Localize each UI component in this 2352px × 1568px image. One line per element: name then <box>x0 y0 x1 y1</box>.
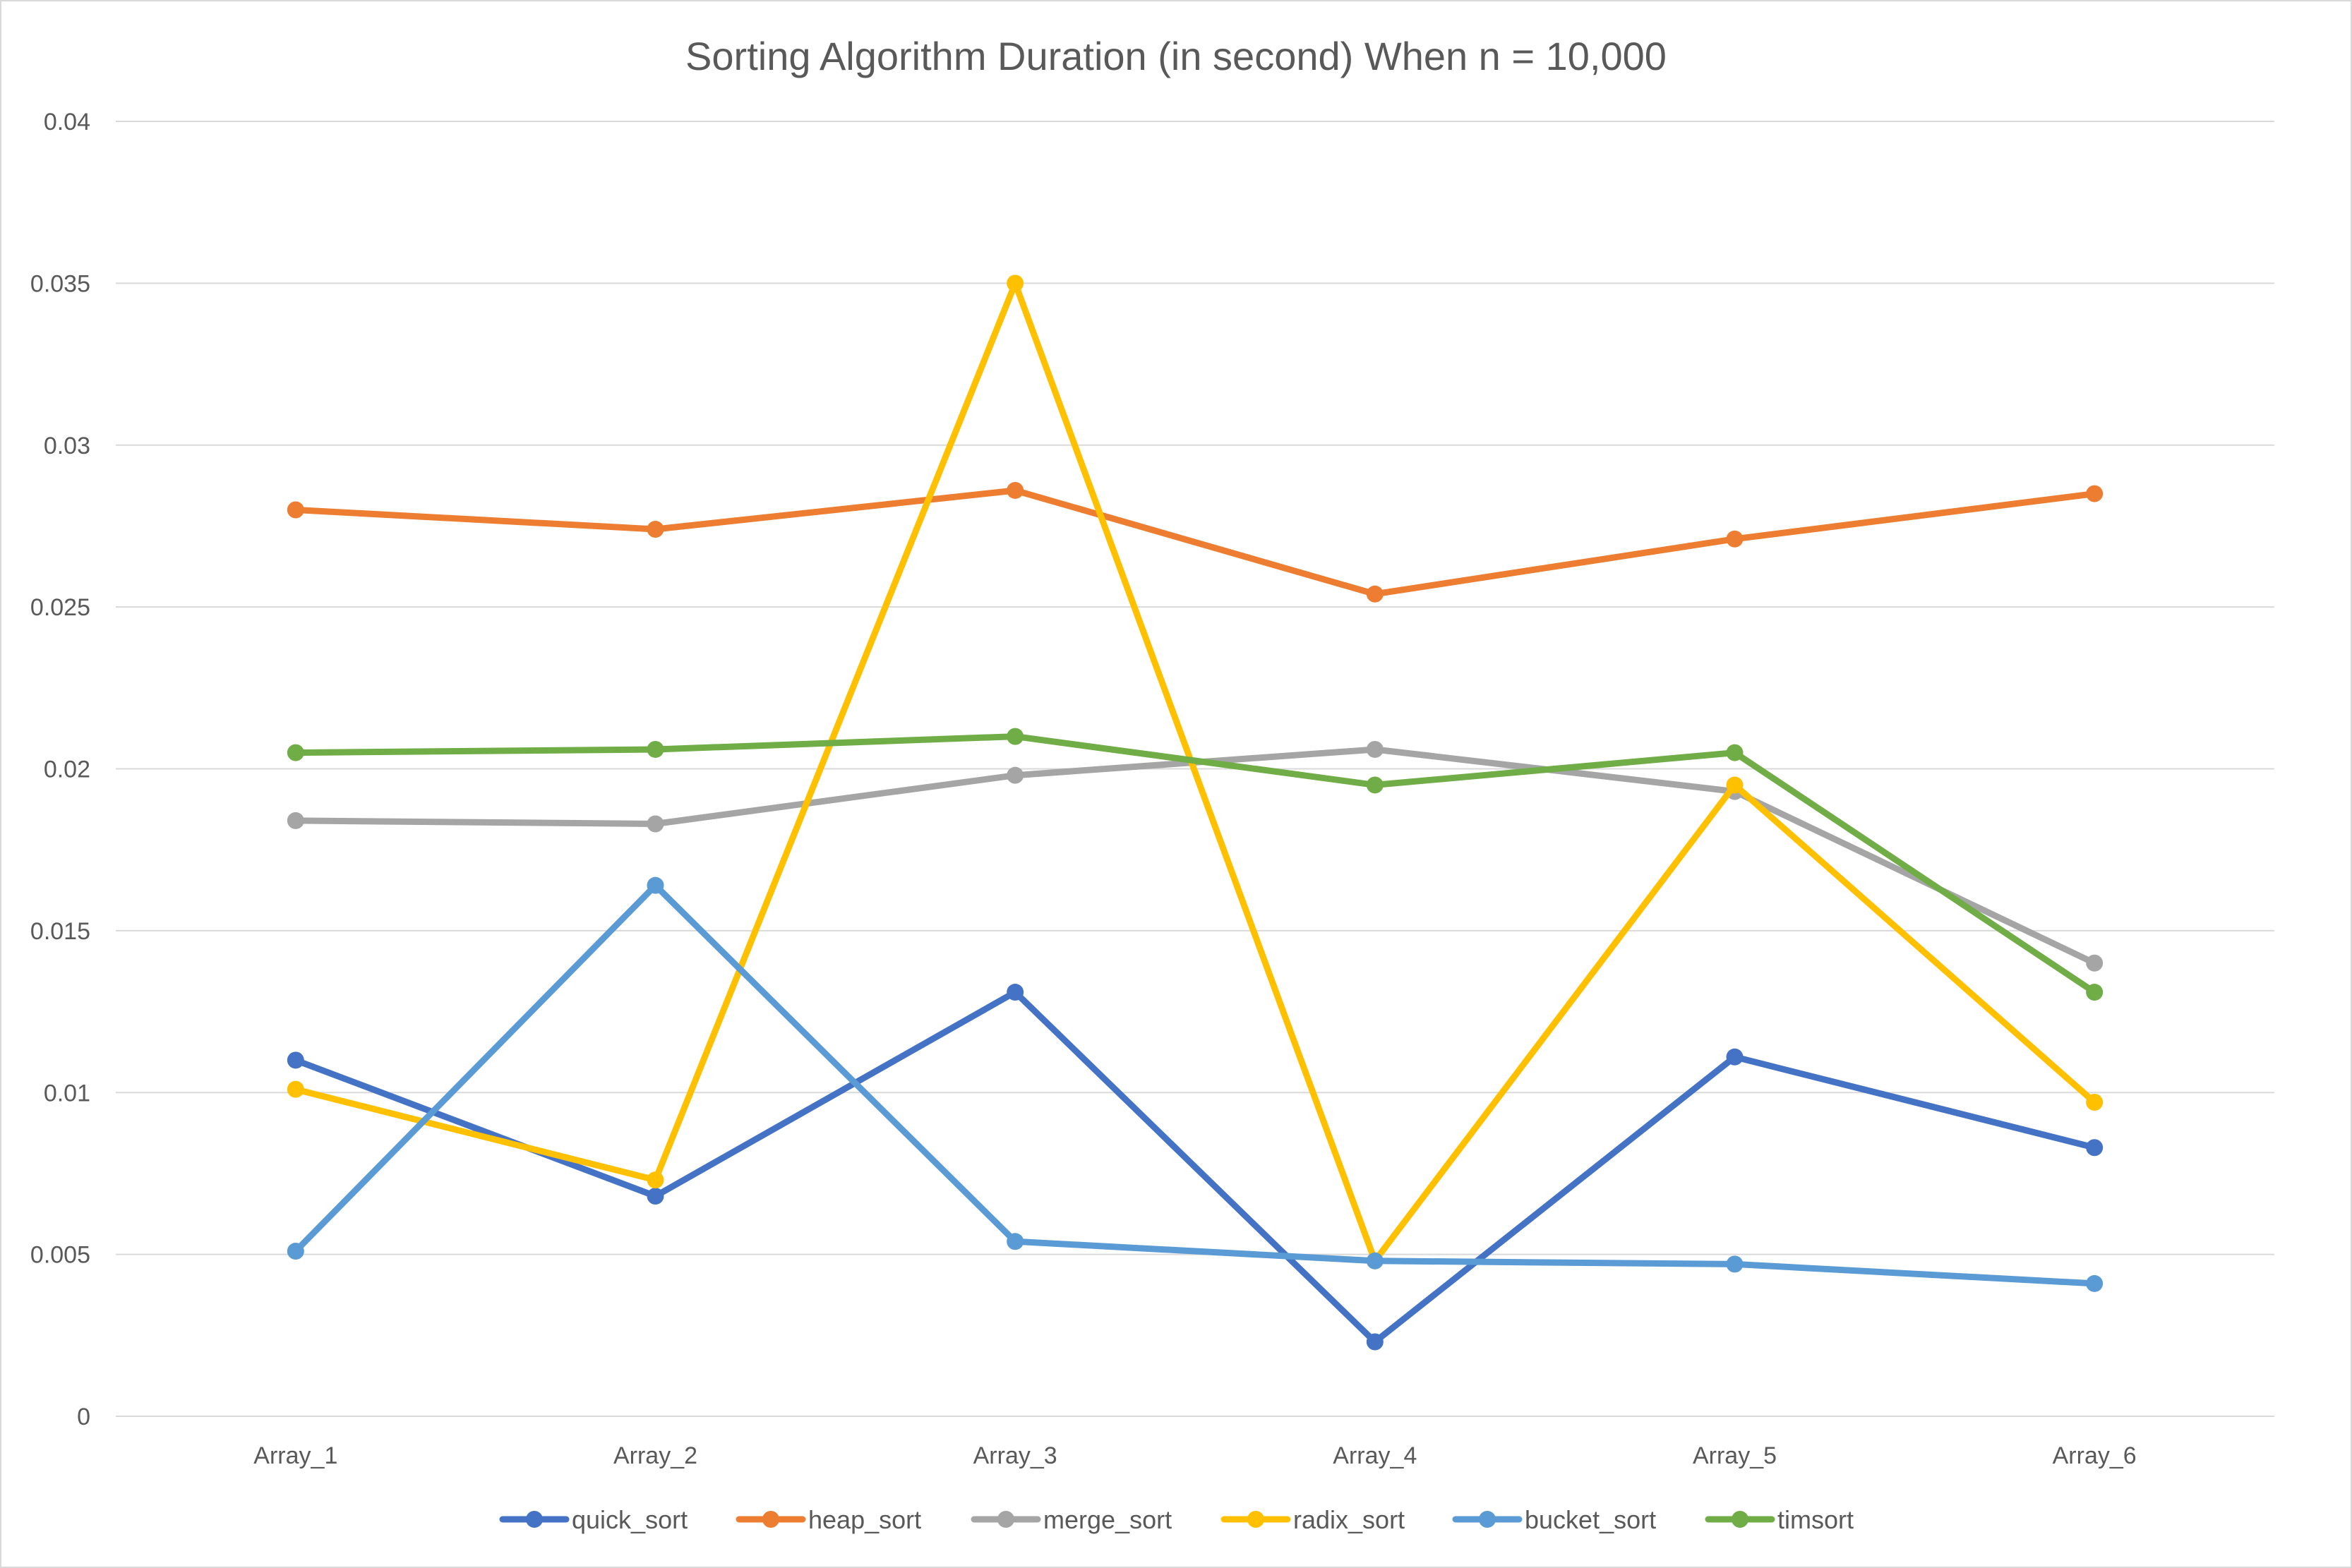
legend-label: bucket_sort <box>1525 1505 1656 1534</box>
data-point <box>1366 740 1384 758</box>
series-quick-sort <box>287 984 2104 1351</box>
legend-swatch-marker <box>1479 1511 1496 1528</box>
data-point <box>647 876 664 894</box>
y-tick-label: 0.03 <box>44 433 90 459</box>
x-tick-label: Array_5 <box>1693 1442 1777 1469</box>
y-tick-label: 0.035 <box>30 270 90 297</box>
legend-item-radix-sort: radix_sort <box>1220 1505 1405 1534</box>
data-point <box>1726 1048 1744 1066</box>
legend-label: heap_sort <box>808 1505 921 1534</box>
data-point <box>1007 275 1024 292</box>
legend-item-timsort: timsort <box>1705 1505 1854 1534</box>
legend-label: radix_sort <box>1293 1505 1405 1534</box>
legend-label: merge_sort <box>1043 1505 1172 1534</box>
data-point <box>287 501 304 519</box>
legend-label: quick_sort <box>572 1505 688 1534</box>
data-point <box>287 1080 304 1098</box>
series-timsort <box>287 728 2104 1001</box>
data-point <box>1366 1252 1384 1270</box>
data-point <box>1007 1233 1024 1250</box>
y-tick-label: 0 <box>77 1404 90 1430</box>
data-point <box>1366 585 1384 603</box>
y-tick-label: 0.025 <box>30 594 90 621</box>
series-line <box>292 279 2098 1265</box>
y-axis-ticks: 0 0.005 0.01 0.015 0.02 0.025 0.03 0.035 0.04 <box>30 109 90 1430</box>
data-point <box>1726 744 1744 761</box>
series-line <box>292 989 2098 1345</box>
data-point <box>2086 485 2104 502</box>
series-layer <box>287 275 2104 1351</box>
x-axis-ticks: Array_1 Array_2 Array_3 Array_4 Array_5 Array… <box>253 1442 2136 1469</box>
data-point <box>647 740 664 758</box>
data-point <box>287 744 304 761</box>
legend-swatch-marker <box>997 1511 1014 1528</box>
data-point <box>2086 1274 2104 1292</box>
series-line <box>292 733 2098 996</box>
data-point <box>647 1171 664 1189</box>
data-point <box>647 1188 664 1205</box>
data-point <box>287 1051 304 1069</box>
legend: quick_sort heap_sort merge_sort radix_sort b… <box>499 1505 1854 1534</box>
legend-item-bucket-sort: bucket_sort <box>1452 1505 1656 1534</box>
series-line <box>292 487 2098 598</box>
y-tick-label: 0.015 <box>30 918 90 945</box>
series-heap-sort <box>287 481 2104 603</box>
y-tick-label: 0.02 <box>44 756 90 783</box>
x-tick-label: Array_4 <box>1333 1442 1417 1469</box>
chart-title: Sorting Algorithm Duration (in second) W… <box>685 34 1667 78</box>
data-point <box>1726 1255 1744 1273</box>
data-point <box>1726 776 1744 794</box>
data-point <box>2086 954 2104 972</box>
data-point <box>1366 776 1384 794</box>
legend-swatch-marker <box>1247 1511 1264 1528</box>
legend-item-merge-sort: merge_sort <box>971 1505 1172 1534</box>
legend-swatch-marker <box>1732 1511 1748 1528</box>
data-point <box>1007 766 1024 784</box>
data-point <box>1007 481 1024 499</box>
legend-swatch-marker <box>526 1511 543 1528</box>
y-tick-label: 0.04 <box>44 109 90 135</box>
data-point <box>1007 728 1024 745</box>
y-tick-label: 0.005 <box>30 1242 90 1269</box>
legend-item-heap-sort: heap_sort <box>736 1505 921 1534</box>
data-point <box>287 1243 304 1260</box>
series-radix-sort <box>287 275 2104 1270</box>
series-line <box>292 882 2098 1287</box>
y-tick-label: 0.01 <box>44 1080 90 1106</box>
data-point <box>1726 530 1744 548</box>
data-point <box>1366 1333 1384 1351</box>
data-point <box>1007 984 1024 1001</box>
legend-label: timsort <box>1777 1505 1854 1534</box>
data-point <box>2086 984 2104 1001</box>
x-tick-label: Array_2 <box>613 1442 697 1469</box>
legend-item-quick-sort: quick_sort <box>499 1505 688 1534</box>
data-point <box>287 812 304 829</box>
data-point <box>647 521 664 538</box>
x-tick-label: Array_6 <box>2053 1442 2137 1469</box>
legend-swatch-marker <box>762 1511 779 1528</box>
data-point <box>647 815 664 833</box>
data-point <box>2086 1094 2104 1111</box>
data-point <box>2086 1139 2104 1157</box>
series-bucket-sort <box>287 876 2104 1292</box>
x-tick-label: Array_1 <box>253 1442 337 1469</box>
x-tick-label: Array_3 <box>973 1442 1057 1469</box>
